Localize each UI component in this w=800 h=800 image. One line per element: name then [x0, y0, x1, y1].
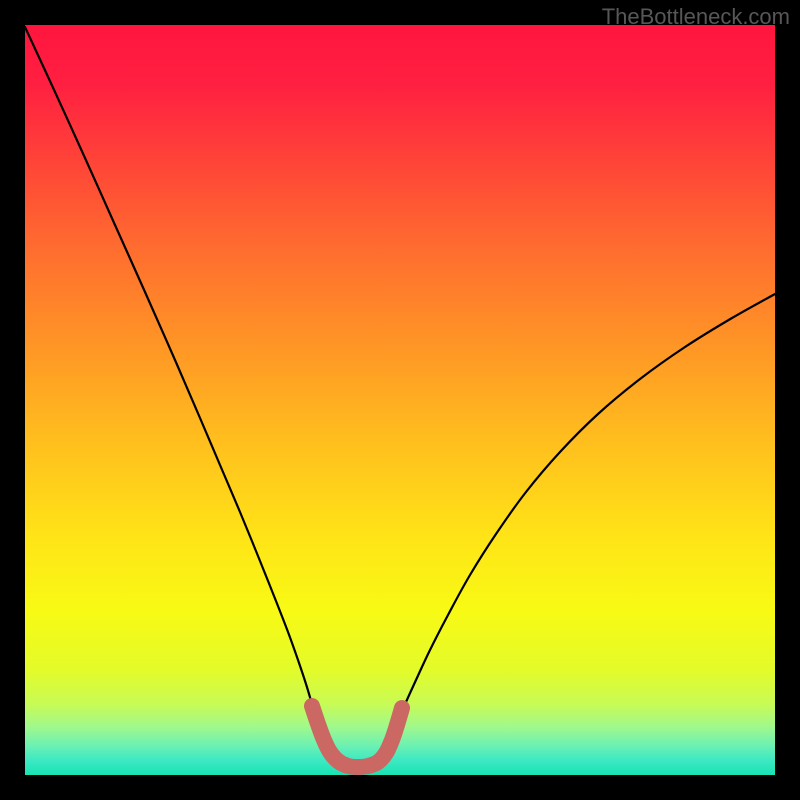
plot-background [25, 25, 775, 775]
watermark-text: TheBottleneck.com [602, 4, 790, 30]
chart-canvas [0, 0, 800, 800]
bottleneck-chart: TheBottleneck.com [0, 0, 800, 800]
